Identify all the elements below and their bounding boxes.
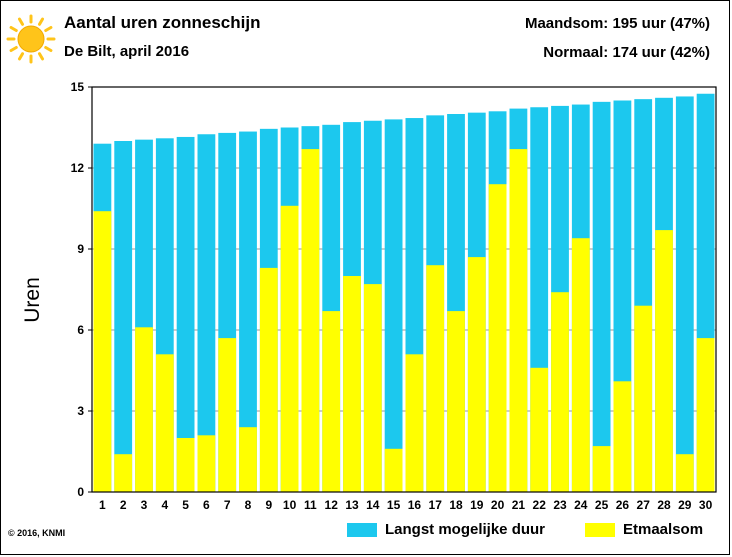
x-tick-label: 15	[387, 498, 401, 512]
legend-label-sunshine: Etmaalsom	[623, 521, 704, 538]
y-tick-label: 15	[71, 80, 85, 94]
x-tick-label: 6	[203, 498, 210, 512]
x-tick-label: 1	[99, 498, 106, 512]
x-tick-label: 5	[182, 498, 189, 512]
x-tick-label: 9	[265, 498, 272, 512]
x-tick-label: 20	[491, 498, 505, 512]
bar-sunshine	[675, 454, 694, 492]
x-tick-label: 18	[449, 498, 463, 512]
bar-sunshine	[114, 454, 133, 492]
bar-sunshine	[384, 448, 403, 492]
bar-sunshine	[155, 354, 174, 492]
x-tick-label: 27	[637, 498, 651, 512]
bar-sunshine	[176, 438, 195, 492]
sun-ray	[38, 52, 44, 61]
bar-sunshine	[259, 267, 278, 492]
bar-sunshine	[613, 381, 632, 492]
x-tick-label: 17	[429, 498, 443, 512]
bar-sunshine	[634, 305, 653, 492]
sun-ray	[44, 26, 53, 32]
x-tick-label: 13	[345, 498, 359, 512]
bar-max-duration	[239, 131, 257, 493]
bar-sunshine	[655, 230, 673, 492]
bar-max-duration	[197, 134, 216, 492]
bar-max-duration	[176, 136, 195, 492]
bar-sunshine	[405, 354, 424, 492]
bar-max-duration	[114, 141, 133, 492]
sun-ray	[9, 46, 18, 52]
x-tick-label: 30	[699, 498, 713, 512]
bar-sunshine	[467, 257, 486, 492]
x-tick-label: 19	[470, 498, 484, 512]
bar-max-duration	[384, 119, 403, 493]
chart-title: Aantal uren zonneschijn	[64, 13, 261, 32]
bar-sunshine	[696, 338, 715, 492]
y-tick-label: 9	[77, 242, 84, 256]
bar-sunshine	[551, 292, 569, 492]
x-tick-label: 28	[657, 498, 671, 512]
y-tick-label: 12	[71, 161, 85, 175]
legend-swatch-max-duration	[347, 522, 377, 537]
plot-border	[91, 86, 717, 493]
sun-ray	[9, 26, 18, 32]
legend-item-max-duration: Langst mogelijke duur	[347, 521, 545, 538]
x-tick-label: 2	[120, 498, 127, 512]
x-tick-label: 3	[141, 498, 148, 512]
bar-sunshine	[343, 276, 361, 492]
x-tick-label: 29	[678, 498, 692, 512]
legend-label-max-duration: Langst mogelijke duur	[385, 521, 546, 538]
y-tick-label: 0	[77, 485, 84, 499]
copyright: © 2016, KNMI	[8, 528, 66, 538]
y-tick-label: 3	[77, 404, 84, 418]
bar-sunshine	[488, 184, 507, 492]
bar-sunshine	[447, 311, 465, 492]
chart-subtitle: De Bilt, april 2016	[64, 43, 190, 60]
x-tick-label: 23	[553, 498, 567, 512]
bar-sunshine	[239, 427, 257, 492]
bar-sunshine	[135, 327, 153, 492]
legend-swatch-sunshine	[585, 522, 615, 537]
bar-sunshine	[93, 211, 112, 492]
bar-max-duration	[675, 96, 694, 492]
bar-sunshine	[592, 446, 611, 492]
x-tick-label: 16	[408, 498, 422, 512]
x-tick-label: 21	[512, 498, 526, 512]
month-total-stat: Maandsom: 195 uur (47%)	[524, 15, 710, 32]
normal-stat: Normaal: 174 uur (42%)	[543, 44, 710, 61]
bar-sunshine	[322, 311, 341, 492]
bar-sunshine	[509, 149, 528, 492]
legend-item-sunshine: Etmaalsom	[585, 521, 703, 538]
sun-ray	[18, 17, 24, 26]
x-tick-label: 12	[325, 498, 339, 512]
bar-sunshine	[571, 238, 590, 492]
bar-sunshine	[363, 284, 382, 492]
sun-ray	[38, 17, 44, 26]
sun-ray	[18, 52, 24, 61]
sun-ray	[44, 46, 53, 52]
y-tick-label: 6	[77, 323, 84, 337]
x-tick-label: 10	[283, 498, 297, 512]
bar-max-duration	[592, 101, 611, 492]
x-tick-label: 25	[595, 498, 609, 512]
bar-sunshine	[218, 338, 237, 492]
bar-sunshine	[280, 205, 299, 493]
bar-sunshine	[426, 265, 445, 492]
x-tick-label: 11	[304, 498, 317, 512]
x-tick-label: 7	[224, 498, 231, 512]
x-tick-label: 24	[574, 498, 588, 512]
plot-area	[92, 87, 716, 492]
x-tick-label: 8	[245, 498, 252, 512]
x-tick-label: 4	[161, 498, 168, 512]
x-tick-label: 14	[366, 498, 380, 512]
bar-sunshine	[530, 367, 549, 492]
x-tick-label: 22	[533, 498, 547, 512]
bar-sunshine	[301, 149, 320, 492]
bar-sunshine	[197, 435, 216, 492]
x-tick-label: 26	[616, 498, 630, 512]
sun-icon	[6, 14, 56, 64]
